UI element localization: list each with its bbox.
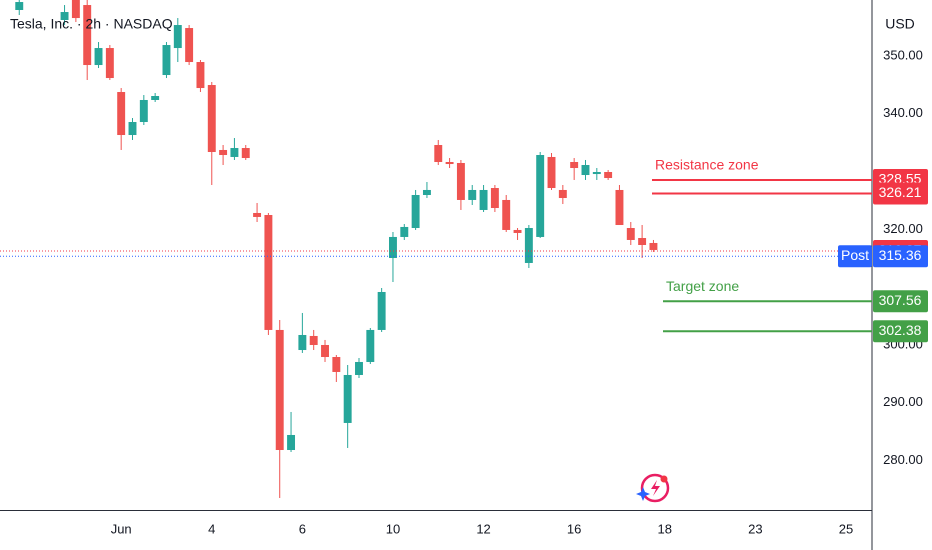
candle-body (71, 0, 80, 19)
candle-body (185, 28, 194, 63)
currency[interactable]: USD (885, 16, 915, 32)
candle-body (105, 48, 114, 79)
candle-body (151, 96, 160, 100)
candle-body (275, 329, 284, 451)
zone-price-box (873, 182, 928, 205)
candle-body (536, 155, 545, 237)
candle-body (139, 99, 148, 123)
post-tag-box (838, 245, 872, 268)
candle-body (389, 236, 397, 259)
chart-title: Tesla, Inc. · 2h · NASDAQ (10, 16, 173, 32)
candle-body (468, 189, 477, 200)
zone-price-box (873, 290, 928, 313)
zone-price-label: 307.56 (879, 292, 922, 308)
y-tick-label: 290.00 (883, 394, 923, 409)
post-price-label: 315.36 (879, 247, 922, 263)
zone-price-label: 326.21 (879, 184, 922, 200)
zone-price-box (873, 320, 928, 343)
candle-body (287, 434, 296, 451)
y-tick-label: 320.00 (883, 221, 923, 236)
candle-body (162, 45, 171, 76)
candle-body (321, 344, 329, 358)
candle-body (570, 162, 579, 169)
x-tick-label: 18 (658, 521, 672, 536)
candle-body (649, 242, 658, 250)
candle-body (196, 62, 205, 89)
plot-area (15, 0, 658, 498)
candle-body (547, 156, 556, 189)
logo (636, 473, 670, 503)
candle-body (604, 172, 613, 179)
candle-body (592, 172, 601, 175)
candle-body (434, 145, 443, 163)
candle-body (615, 189, 624, 226)
candle-body (207, 85, 216, 153)
candle-body (411, 195, 420, 229)
post-tag: Post (841, 247, 869, 263)
candle-body (83, 5, 92, 66)
x-tick-label: 25 (839, 521, 853, 536)
candle-body (343, 374, 352, 423)
post-price-box (873, 245, 928, 268)
candle-body (241, 148, 250, 159)
candle-body (490, 188, 499, 209)
candle-body (264, 215, 273, 330)
x-tick-label: 4 (208, 521, 215, 536)
candle-body (626, 228, 635, 240)
candle-body (128, 122, 137, 136)
candle-body (524, 228, 533, 263)
y-tick-label: 280.00 (883, 452, 923, 467)
candle-body (581, 165, 590, 176)
candle-body (298, 334, 307, 351)
candle-body (60, 12, 69, 20)
x-tick-label: Jun (111, 521, 132, 536)
candle-body (513, 229, 522, 233)
candle-body (422, 189, 431, 196)
candle-body (332, 357, 341, 372)
candle-body (456, 162, 465, 200)
x-tick-label: 10 (386, 521, 400, 536)
candle-body (253, 212, 262, 217)
zone-name: Target zone (666, 278, 739, 294)
candle-body (230, 148, 239, 157)
candle-body (355, 361, 363, 375)
candle-body (94, 48, 103, 66)
y-tick-label: 350.00 (883, 47, 923, 62)
y-tick-label: 340.00 (883, 105, 923, 120)
zone-price-label: 302.38 (879, 322, 922, 338)
candle-body (309, 335, 318, 345)
zone-name: Resistance zone (655, 157, 759, 173)
x-tick-label: 23 (748, 521, 762, 536)
candle-body (219, 149, 228, 156)
candle-body (445, 162, 454, 165)
candle-body (502, 199, 511, 230)
x-tick-label: 12 (476, 521, 490, 536)
candle-body (558, 189, 567, 199)
x-tick-label: 6 (299, 521, 306, 536)
candle-body (377, 291, 386, 330)
candle-body (366, 329, 375, 362)
candle-body (173, 25, 182, 49)
candle-body (479, 189, 488, 210)
candle-body (15, 2, 24, 10)
candle-body (400, 226, 409, 237)
candle-body (638, 238, 647, 246)
candle-body (117, 92, 126, 136)
x-tick-label: 16 (567, 521, 581, 536)
